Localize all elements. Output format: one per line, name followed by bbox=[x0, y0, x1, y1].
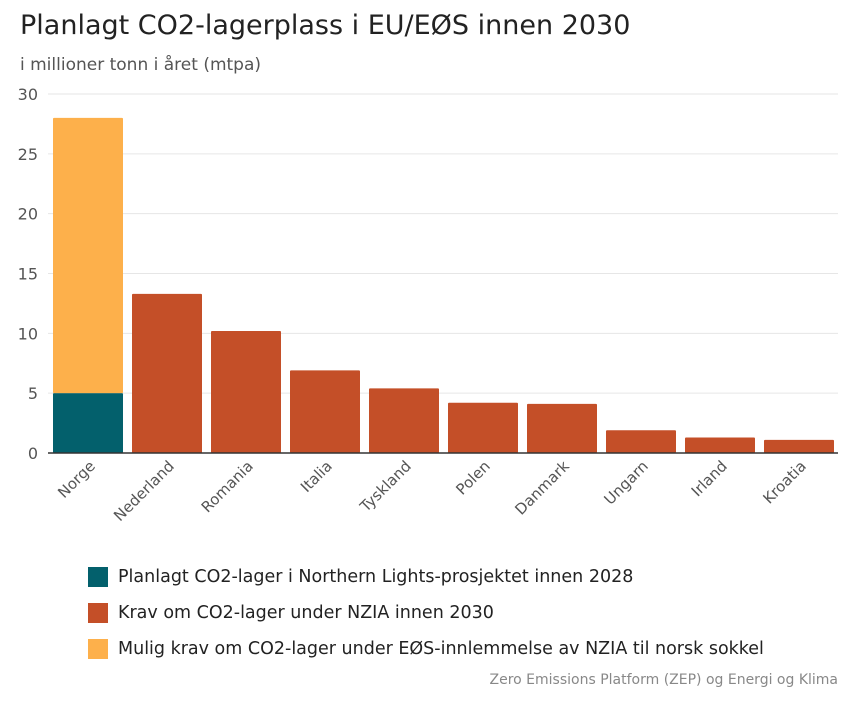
bar-norge bbox=[53, 393, 123, 453]
legend-swatch bbox=[88, 603, 108, 623]
legend-swatch bbox=[88, 567, 108, 587]
bar-polen bbox=[448, 402, 518, 453]
x-tick-label: Tyskland bbox=[356, 457, 415, 516]
legend-swatch bbox=[88, 639, 108, 659]
legend-label: Mulig krav om CO2-lager under EØS-innlem… bbox=[118, 639, 764, 659]
x-tick-label: Irland bbox=[688, 457, 731, 500]
bar-tyskland bbox=[369, 388, 439, 453]
chart-title: Planlagt CO2-lagerplass i EU/EØS innen 2… bbox=[20, 10, 631, 41]
y-tick-label: 15 bbox=[18, 265, 38, 284]
bar-ungarn bbox=[606, 430, 676, 453]
bar-norge bbox=[53, 117, 123, 394]
x-tick-label: Kroatia bbox=[759, 457, 809, 507]
bar-danmark bbox=[527, 403, 597, 453]
bar-irland bbox=[685, 437, 755, 453]
legend-item[interactable]: Planlagt CO2-lager i Northern Lights-pro… bbox=[88, 559, 764, 595]
y-tick-label: 25 bbox=[18, 145, 38, 164]
y-tick-label: 30 bbox=[18, 85, 38, 104]
x-tick-label: Nederland bbox=[110, 457, 178, 525]
bar-nederland bbox=[132, 293, 202, 453]
x-tick-label: Ungarn bbox=[600, 457, 651, 508]
y-tick-label: 10 bbox=[18, 324, 38, 343]
x-tick-label: Romania bbox=[198, 457, 257, 516]
bar-romania bbox=[211, 330, 281, 453]
legend: Planlagt CO2-lager i Northern Lights-pro… bbox=[88, 559, 764, 667]
y-tick-label: 0 bbox=[28, 444, 38, 463]
x-tick-label: Norge bbox=[54, 457, 99, 502]
y-tick-label: 20 bbox=[18, 205, 38, 224]
x-tick-label: Danmark bbox=[511, 457, 573, 519]
source-note: Zero Emissions Platform (ZEP) og Energi … bbox=[489, 672, 839, 688]
legend-label: Krav om CO2-lager under NZIA innen 2030 bbox=[118, 603, 494, 623]
legend-label: Planlagt CO2-lager i Northern Lights-pro… bbox=[118, 567, 634, 587]
x-tick-label: Italia bbox=[297, 457, 336, 496]
y-tick-label: 5 bbox=[28, 384, 38, 403]
x-tick-label: Polen bbox=[452, 457, 493, 498]
legend-item[interactable]: Mulig krav om CO2-lager under EØS-innlem… bbox=[88, 631, 764, 667]
bar-italia bbox=[290, 370, 360, 453]
chart-subtitle: i millioner tonn i året (mtpa) bbox=[20, 55, 262, 75]
bar-kroatia bbox=[764, 439, 834, 453]
legend-item[interactable]: Krav om CO2-lager under NZIA innen 2030 bbox=[88, 595, 764, 631]
